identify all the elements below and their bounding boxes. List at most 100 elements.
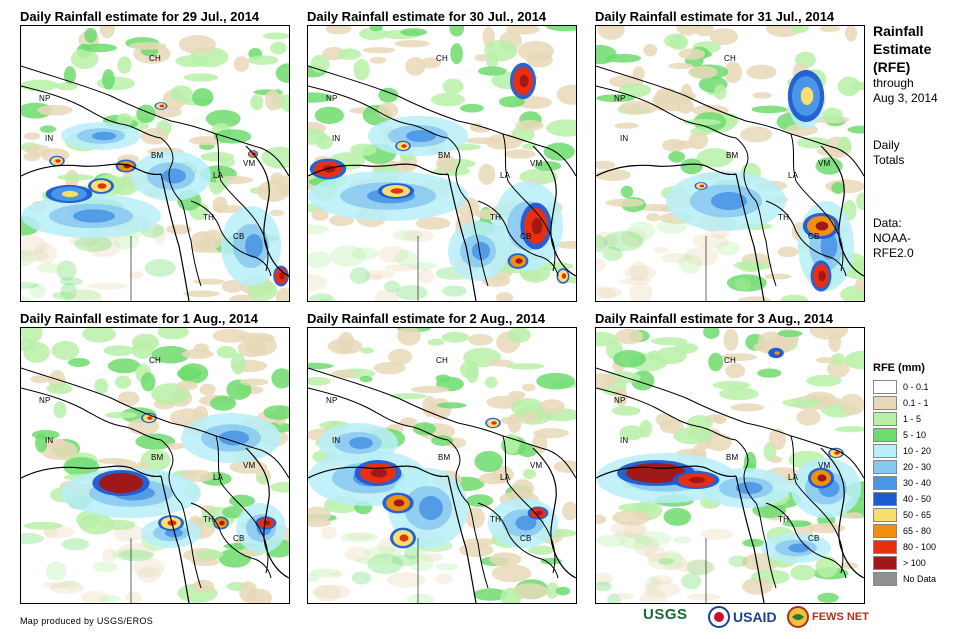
coastline	[160, 173, 190, 301]
light-rain-patch	[701, 528, 734, 540]
light-rain-patch	[144, 259, 176, 277]
country-label-ch: CH	[436, 356, 448, 365]
light-rain-patch	[855, 277, 864, 291]
legend-swatch	[873, 540, 897, 554]
light-rain-patch	[213, 129, 252, 144]
light-rain-patch	[596, 169, 631, 182]
light-rain-patch	[348, 533, 372, 540]
light-rain-patch	[614, 531, 637, 538]
light-rain-patch	[521, 383, 536, 392]
light-rain-patch	[546, 119, 576, 137]
light-rain-patch	[653, 247, 670, 254]
light-rain-patch	[730, 403, 765, 412]
light-rain-patch	[466, 494, 494, 508]
light-rain-patch	[831, 181, 845, 194]
light-rain-patch	[809, 328, 849, 340]
light-rain-patch	[680, 158, 703, 175]
country-label-th: TH	[778, 213, 790, 222]
light-rain-patch	[673, 427, 713, 445]
light-rain-patch	[99, 595, 121, 603]
light-rain-patch	[743, 451, 757, 474]
light-rain-patch	[344, 546, 371, 561]
light-rain-patch	[712, 380, 751, 390]
light-rain-patch	[403, 230, 434, 243]
light-rain-patch	[819, 26, 841, 33]
light-rain-patch	[605, 198, 645, 207]
country-label-cb: CB	[808, 534, 820, 543]
country-label-in: IN	[332, 134, 341, 143]
legend-item: 1 - 5	[873, 411, 936, 427]
legend-rows: 0 - 0.1 0.1 - 1 1 - 5 5 - 10 10 - 20 20 - 30 3…	[873, 379, 936, 587]
light-rain-patch	[93, 561, 118, 573]
light-rain-patch	[389, 393, 427, 400]
light-rain-patch	[330, 369, 357, 379]
legend-label: 5 - 10	[903, 430, 927, 440]
light-rain-patch	[703, 328, 720, 339]
fewsnet-logo-text: FEWS NET	[812, 611, 869, 623]
country-label-in: IN	[332, 436, 341, 445]
light-rain-patch	[152, 224, 167, 245]
light-rain-patch	[686, 559, 714, 576]
light-rain-patch	[596, 231, 618, 249]
light-rain-patch	[633, 535, 659, 556]
light-rain-patch	[53, 401, 67, 419]
light-rain-patch	[257, 180, 289, 202]
legend-title: RFE (mm)	[873, 362, 925, 374]
legend-item: 30 - 40	[873, 475, 936, 491]
light-rain-patch	[725, 363, 746, 379]
light-rain-patch	[61, 580, 79, 590]
light-rain-patch	[21, 281, 39, 289]
light-rain-patch	[720, 353, 758, 361]
light-rain-patch	[394, 249, 418, 266]
light-rain-patch	[427, 338, 445, 346]
country-label-ch: CH	[149, 356, 161, 365]
light-rain-patch	[256, 475, 269, 484]
light-rain-patch	[790, 564, 816, 581]
light-rain-patch	[528, 545, 555, 556]
light-rain-patch	[623, 523, 646, 539]
map-panel-3: Daily Rainfall estimate for 31 Jul., 201…	[595, 8, 865, 302]
light-rain-patch	[359, 27, 389, 41]
light-rain-patch	[308, 251, 332, 269]
light-rain-patch	[157, 328, 189, 340]
light-rain-patch	[183, 290, 220, 298]
light-rain-patch	[229, 494, 255, 508]
light-rain-patch	[270, 41, 287, 55]
light-rain-patch	[782, 398, 822, 408]
light-rain-patch	[817, 592, 839, 603]
panel-title: Daily Rainfall estimate for 30 Jul., 201…	[307, 9, 547, 24]
light-rain-patch	[109, 176, 139, 196]
coastline	[820, 145, 864, 277]
light-rain-patch	[327, 338, 363, 355]
light-rain-patch	[435, 563, 458, 571]
light-rain-patch	[330, 245, 367, 267]
light-rain-patch	[688, 65, 718, 79]
light-rain-patch	[668, 34, 689, 50]
light-rain-patch	[449, 26, 465, 37]
light-rain-patch	[472, 126, 490, 133]
footer-credit: Map produced by USGS/EROS	[20, 616, 154, 626]
light-rain-patch	[363, 270, 395, 279]
coastline	[447, 475, 477, 603]
light-rain-patch	[534, 161, 562, 171]
light-rain-patch	[193, 278, 226, 285]
light-rain-patch	[364, 546, 403, 559]
coastline	[735, 173, 765, 301]
light-rain-patch	[826, 359, 850, 378]
country-label-np: NP	[326, 94, 338, 103]
light-rain-patch	[723, 328, 739, 351]
border-line	[308, 85, 449, 139]
rainfall-map: CH NP IN BM VM LA TH CB	[307, 25, 577, 302]
legend-swatch	[873, 572, 897, 586]
light-rain-patch	[639, 589, 668, 603]
light-rain-patch	[613, 350, 646, 368]
border-line	[190, 502, 272, 579]
legend-item: 10 - 20	[873, 443, 936, 459]
legend-label: 20 - 30	[903, 462, 932, 472]
light-rain-patch	[132, 557, 165, 578]
light-rain-patch	[671, 140, 697, 149]
country-label-la: LA	[213, 171, 224, 180]
map-panel-1: Daily Rainfall estimate for 29 Jul., 201…	[20, 8, 290, 302]
light-rain-patch	[21, 532, 45, 545]
panel-title: Daily Rainfall estimate for 3 Aug., 2014	[595, 311, 833, 326]
